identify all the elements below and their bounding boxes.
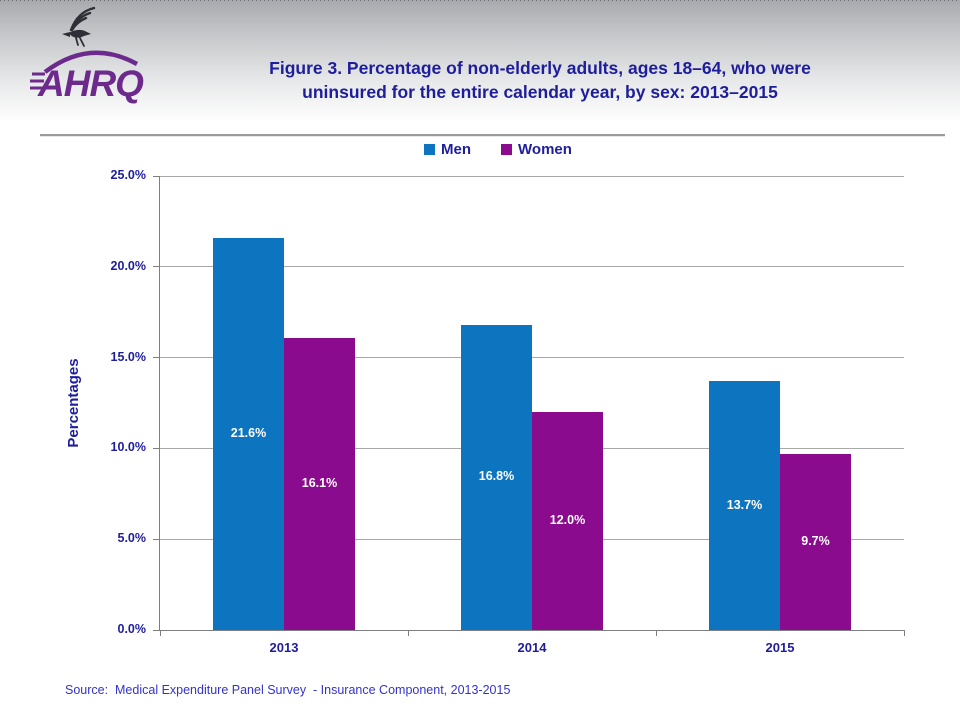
plot-area: 0.0% 5.0% 10.0% 15.0% 20.0% 25.0% 2013 21.6% 16.…: [111, 168, 905, 655]
gridline-25: [160, 175, 904, 177]
bar-value-label: 13.7%: [726, 497, 763, 512]
header-band: [0, 0, 960, 122]
x-tick-mark: [407, 630, 409, 636]
legend-label-women: Women: [518, 141, 572, 158]
legend-item-women: Women: [501, 141, 572, 158]
bar-value-label: 21.6%: [230, 425, 267, 440]
bar-2015-women: [780, 453, 851, 630]
y-tick-mark: [153, 629, 160, 631]
category-label-2015: 2015: [765, 640, 795, 655]
y-tick-mark: [153, 357, 160, 359]
x-tick-mark: [903, 630, 905, 636]
y-tick-label: 20.0%: [110, 258, 146, 273]
bar-2013-women: [284, 337, 355, 630]
y-tick-mark: [153, 266, 160, 268]
gridline-20: [160, 266, 904, 268]
bar-2014-men: [461, 324, 532, 630]
bar-2013-men: [213, 237, 284, 630]
figure-title-line1: Figure 3. Percentage of non-elderly adul…: [269, 58, 811, 78]
legend-label-men: Men: [441, 141, 472, 158]
bar-value-label: 16.1%: [301, 475, 338, 490]
ahrq-brand-text: AHRQ: [37, 63, 144, 104]
x-tick-mark: [655, 630, 657, 636]
eagle-icon: [62, 6, 96, 47]
y-tick-label: 10.0%: [110, 440, 146, 455]
gridline-10: [160, 447, 904, 449]
y-tick-mark: [153, 447, 160, 449]
y-axis-title: Percentages: [65, 358, 82, 448]
gridline-5: [160, 538, 904, 540]
y-tick-mark: [153, 538, 160, 540]
top-dotted-border: [0, 0, 960, 3]
y-tick-mark: [153, 175, 160, 177]
bar-2014-women: [532, 412, 603, 630]
y-tick-label: 5.0%: [117, 531, 147, 546]
header-divider: [40, 134, 945, 137]
women-series-swatch: [501, 144, 513, 155]
y-tick-label: 15.0%: [110, 349, 146, 364]
x-tick-mark: [159, 630, 161, 636]
bar-2015-men: [709, 381, 780, 630]
bar-value-label: 16.8%: [478, 469, 515, 484]
source-note: Source: Medical Expenditure Panel Survey…: [65, 683, 511, 697]
men-series-swatch: [424, 144, 436, 155]
legend-item-men: Men: [424, 141, 471, 158]
ahrq-logo: AHRQ: [29, 2, 160, 120]
bar-value-label: 9.7%: [801, 533, 830, 548]
figure-title-line2: uninsured for the entire calendar year, …: [302, 82, 778, 103]
category-label-2014: 2014: [517, 640, 547, 655]
y-tick-label: 0.0%: [117, 622, 147, 636]
chart-legend: Men Women: [18, 141, 960, 158]
gridline-15: [160, 357, 904, 359]
category-label-2013: 2013: [269, 640, 299, 655]
y-tick-label: 25.0%: [110, 168, 146, 182]
ahrq-wordmark: AHRQ: [29, 50, 145, 104]
figure-title: Figure 3. Percentage of non-elderly adul…: [185, 56, 895, 104]
bar-value-label: 12.0%: [549, 513, 586, 528]
